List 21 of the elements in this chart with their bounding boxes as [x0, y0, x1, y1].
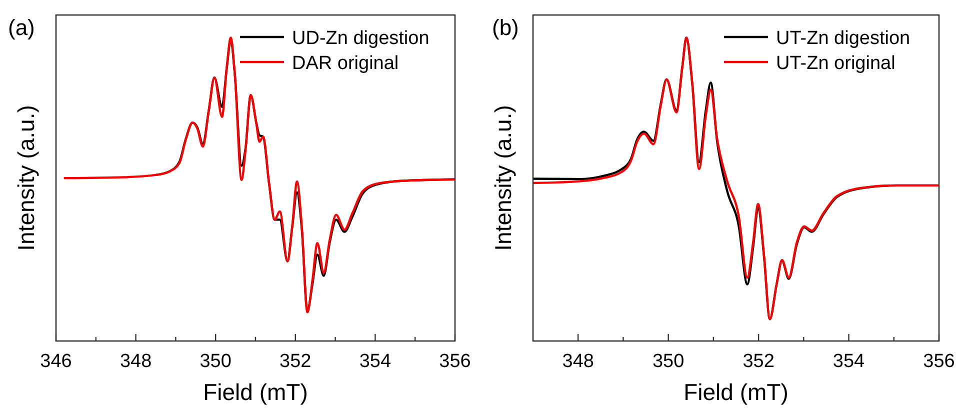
- x-tick-label: 348: [562, 351, 594, 372]
- legend-label: UT-Zn original: [776, 53, 896, 74]
- legend-label: UT-Zn digestion: [776, 28, 910, 49]
- x-tick-label: 346: [40, 351, 72, 372]
- y-axis-title: Intensity (a.u.): [13, 105, 39, 251]
- chart-title: (a): [8, 15, 35, 40]
- x-tick-label: 356: [439, 351, 471, 372]
- legend-label: UD-Zn digestion: [292, 28, 430, 49]
- x-axis-title: Field (mT): [684, 379, 788, 405]
- x-tick-label: 352: [742, 351, 774, 372]
- legend-label: DAR original: [292, 53, 399, 74]
- x-tick-label: 354: [359, 351, 392, 372]
- x-tick-label: 352: [280, 351, 312, 372]
- x-tick-label: 356: [923, 351, 955, 372]
- x-tick-label: 354: [832, 351, 866, 372]
- chart-title: (b): [492, 15, 519, 40]
- x-tick-label: 348: [120, 351, 152, 372]
- y-axis-title: Intensity (a.u.): [490, 105, 516, 251]
- x-axis-title: Field (mT): [203, 379, 308, 405]
- x-tick-label: 350: [652, 351, 684, 372]
- x-tick-label: 350: [200, 351, 232, 372]
